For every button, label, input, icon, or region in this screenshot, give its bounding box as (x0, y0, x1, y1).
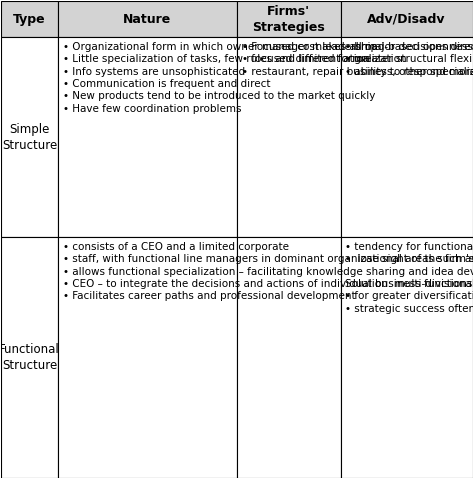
Bar (58, 237, 237, 478)
Bar (58, 1, 237, 37)
Text: • broad-based openness to innovation
• greater structural flexibility
• ability : • broad-based openness to innovation • g… (346, 42, 474, 77)
Text: Firms'
Strategies: Firms' Strategies (253, 5, 325, 34)
Text: • consists of a CEO and a limited corporate
• staff, with functional line manage: • consists of a CEO and a limited corpor… (63, 242, 474, 301)
Text: • Organizational form in which owner manager makes all major decisions directly : • Organizational form in which owner man… (63, 42, 474, 114)
Bar (341, 1, 473, 37)
Bar (1, 237, 58, 478)
Text: • Focused cost leadership
• focused differentiation
• restaurant, repair busines: • Focused cost leadership • focused diff… (242, 42, 474, 77)
Text: Nature: Nature (123, 13, 172, 26)
Bar (341, 37, 473, 237)
Bar (1, 1, 58, 37)
Bar (341, 237, 473, 478)
Text: Functional
Structure: Functional Structure (0, 343, 60, 372)
Text: Adv/Disadv: Adv/Disadv (367, 13, 446, 26)
Text: Simple
Structure: Simple Structure (2, 123, 57, 152)
Bar (1, 37, 58, 237)
Text: Type: Type (13, 13, 46, 26)
Bar (58, 37, 237, 237)
Bar (237, 1, 341, 37)
Text: • tendency for functional-are managers to focus on local versus overall company : • tendency for functional-are managers t… (346, 242, 474, 314)
Bar (237, 37, 341, 237)
Bar (237, 237, 341, 478)
